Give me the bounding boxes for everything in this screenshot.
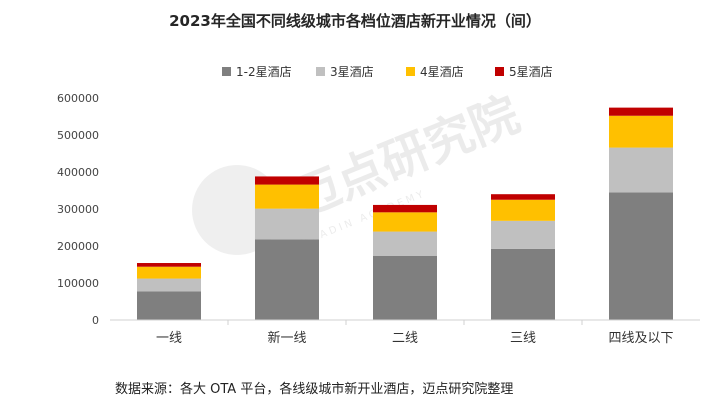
bar-segment (491, 248, 555, 320)
bar-segment (255, 176, 319, 185)
bar-segment (137, 263, 201, 267)
y-tick-label: 100000 (57, 277, 99, 290)
y-tick-label: 600000 (57, 92, 99, 105)
legend-item: 3星酒店 (316, 65, 374, 79)
y-tick-label: 400000 (57, 166, 99, 179)
bar-segment (609, 192, 673, 320)
y-tick-label: 300000 (57, 203, 99, 216)
watermark-logo: 迈点研究院 MEADIN ACADEMY (192, 86, 527, 255)
bar-segment (609, 115, 673, 148)
x-tick-label: 新一线 (267, 330, 306, 346)
legend-label: 5星酒店 (509, 65, 553, 79)
bar-segment (255, 184, 319, 209)
bar-segment (137, 266, 201, 279)
x-axis: 一线 新一线 二线 三线 四线及以下 (110, 319, 700, 346)
legend-swatch (316, 67, 325, 76)
legend-item: 4星酒店 (406, 65, 464, 79)
legend-item: 5星酒店 (495, 65, 553, 79)
bar-segment (255, 239, 319, 320)
y-tick-label: 500000 (57, 129, 99, 142)
bar-segment (137, 291, 201, 320)
legend-label: 1-2星酒店 (236, 65, 292, 79)
source-note: 数据来源：各大 OTA 平台，各线级城市新开业酒店，迈点研究院整理 (115, 381, 513, 397)
x-tick-label: 二线 (392, 331, 418, 346)
y-tick-label: 200000 (57, 240, 99, 253)
bar-segment (609, 107, 673, 116)
legend: 1-2星酒店 3星酒店 4星酒店 5星酒店 (222, 65, 553, 79)
bar-segment (255, 208, 319, 240)
legend-label: 3星酒店 (330, 65, 374, 79)
y-tick-label: 0 (92, 314, 99, 327)
legend-label: 4星酒店 (420, 65, 464, 79)
legend-swatch (406, 67, 415, 76)
bar-segment (491, 199, 555, 221)
bar-segment (373, 255, 437, 320)
x-tick-label: 一线 (156, 331, 182, 346)
legend-swatch (222, 67, 231, 76)
bar-segment (137, 278, 201, 292)
legend-swatch (495, 67, 504, 76)
bar-segment (491, 220, 555, 249)
legend-item: 1-2星酒店 (222, 65, 292, 79)
bars (137, 107, 673, 320)
bar-segment (491, 194, 555, 200)
y-axis: 0 100000 200000 300000 400000 500000 600000 (57, 92, 99, 327)
bar-segment (373, 204, 437, 213)
x-tick-label: 四线及以下 (608, 331, 673, 346)
x-tick-label: 三线 (510, 331, 536, 346)
bar-segment (609, 147, 673, 193)
bar-segment (373, 231, 437, 256)
chart-title: 2023年全国不同线级城市各档位酒店新开业情况（间） (169, 12, 541, 30)
bar-segment (373, 212, 437, 232)
